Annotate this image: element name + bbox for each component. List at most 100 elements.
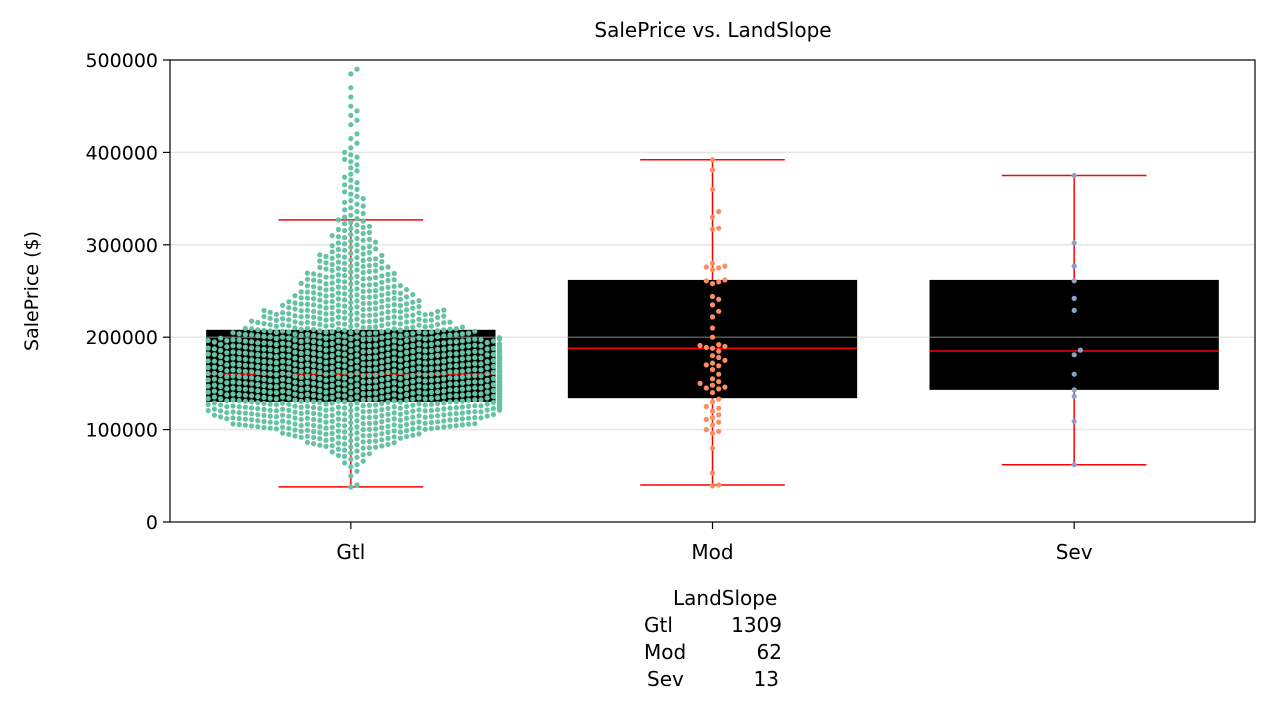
- point-gtl: [304, 343, 310, 349]
- point-gtl: [453, 381, 459, 387]
- point-gtl: [385, 387, 391, 393]
- point-gtl: [348, 354, 354, 360]
- point-gtl: [249, 399, 255, 405]
- point-gtl: [354, 406, 360, 412]
- point-gtl: [236, 368, 242, 374]
- point-gtl: [348, 342, 354, 348]
- point-gtl: [441, 418, 447, 424]
- point-gtl: [335, 410, 341, 416]
- point-gtl: [329, 430, 335, 436]
- point-gtl: [391, 374, 397, 380]
- point-sev: [1071, 418, 1077, 424]
- point-gtl: [397, 435, 403, 441]
- point-gtl: [373, 324, 379, 330]
- point-gtl: [249, 423, 255, 429]
- point-gtl: [280, 346, 286, 352]
- point-gtl: [348, 94, 354, 100]
- chart-title: SalePrice vs. LandSlope: [594, 18, 831, 42]
- point-gtl: [428, 383, 434, 390]
- point-gtl: [404, 421, 410, 428]
- point-gtl: [335, 234, 341, 240]
- point-mod: [722, 343, 728, 349]
- point-gtl: [435, 340, 441, 346]
- x-axis: Gtl Mod Sev: [336, 522, 1093, 564]
- point-gtl: [323, 365, 329, 371]
- point-gtl: [484, 389, 490, 395]
- point-gtl: [366, 256, 372, 262]
- point-gtl: [348, 293, 354, 299]
- point-gtl: [354, 424, 360, 430]
- point-sev: [1071, 371, 1077, 377]
- point-gtl: [329, 304, 335, 310]
- point-gtl: [304, 421, 310, 427]
- point-gtl: [317, 393, 323, 399]
- point-gtl: [273, 317, 279, 323]
- point-gtl: [298, 362, 304, 368]
- point-gtl: [342, 309, 348, 315]
- point-gtl: [366, 372, 372, 378]
- point-gtl: [428, 377, 434, 383]
- point-gtl: [397, 423, 403, 429]
- point-gtl: [311, 399, 317, 405]
- point-gtl: [255, 327, 261, 333]
- point-gtl: [453, 405, 459, 411]
- point-gtl: [391, 386, 397, 392]
- point-gtl: [366, 390, 372, 396]
- point-gtl: [459, 356, 465, 362]
- point-gtl: [354, 216, 360, 222]
- point-gtl: [397, 315, 403, 321]
- point-gtl: [342, 315, 348, 321]
- point-gtl: [360, 196, 366, 202]
- point-gtl: [354, 298, 360, 304]
- point-gtl: [484, 371, 490, 377]
- point-gtl: [435, 359, 441, 365]
- point-gtl: [236, 350, 242, 356]
- point-gtl: [459, 422, 465, 428]
- point-gtl: [379, 419, 385, 425]
- point-sev: [1077, 347, 1083, 353]
- point-gtl: [273, 426, 279, 432]
- point-gtl: [379, 431, 385, 437]
- point-gtl: [373, 402, 379, 408]
- point-gtl: [286, 341, 292, 347]
- point-gtl: [391, 368, 397, 374]
- point-gtl: [304, 439, 310, 445]
- point-gtl: [366, 330, 372, 336]
- point-gtl: [249, 326, 255, 332]
- point-gtl: [329, 267, 335, 274]
- point-gtl: [323, 401, 329, 407]
- point-gtl: [472, 415, 478, 421]
- point-gtl: [379, 298, 385, 304]
- point-gtl: [317, 369, 323, 376]
- point-gtl: [490, 363, 496, 370]
- point-gtl: [292, 300, 298, 306]
- point-gtl: [280, 370, 286, 376]
- point-gtl: [496, 335, 503, 341]
- point-gtl: [304, 349, 310, 356]
- point-gtl: [311, 302, 317, 308]
- point-gtl: [484, 352, 490, 358]
- point-gtl: [354, 228, 360, 235]
- point-gtl: [342, 273, 348, 279]
- point-gtl: [360, 306, 366, 313]
- point-gtl: [459, 374, 465, 380]
- point-gtl: [230, 349, 236, 355]
- point-gtl: [261, 307, 267, 314]
- point-gtl: [236, 422, 242, 428]
- point-gtl: [360, 349, 366, 355]
- point-gtl: [379, 304, 385, 310]
- point-gtl: [435, 365, 441, 371]
- point-gtl: [397, 339, 403, 345]
- point-gtl: [342, 327, 348, 333]
- point-gtl: [366, 229, 372, 236]
- point-gtl: [354, 454, 360, 460]
- point-gtl: [224, 350, 230, 356]
- point-gtl: [323, 383, 329, 389]
- point-gtl: [292, 415, 298, 421]
- point-gtl: [304, 301, 310, 307]
- point-gtl: [317, 278, 323, 284]
- point-gtl: [286, 365, 292, 371]
- counts-row: Gtl 1309: [620, 612, 820, 639]
- point-gtl: [329, 243, 335, 249]
- point-gtl: [335, 344, 341, 350]
